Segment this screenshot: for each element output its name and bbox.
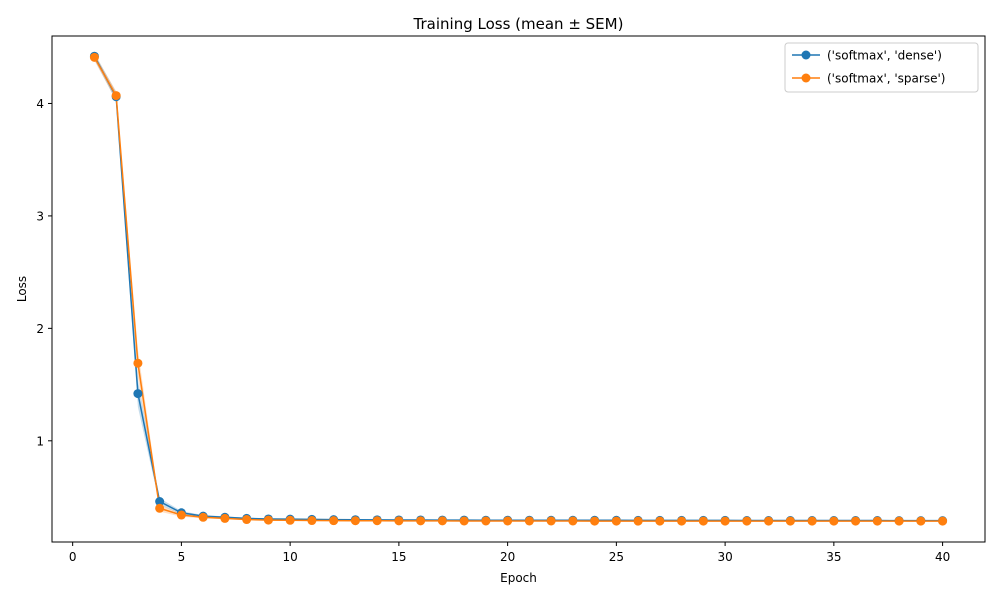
series-line-1 bbox=[93, 56, 943, 522]
x-tick-label: 5 bbox=[178, 550, 186, 564]
x-tick-label: 10 bbox=[283, 550, 298, 564]
data-point-1-37 bbox=[872, 516, 882, 526]
data-point-1-39 bbox=[916, 516, 926, 526]
data-point-1-6 bbox=[198, 512, 208, 522]
chart-title: Training Loss (mean ± SEM) bbox=[413, 15, 624, 33]
legend-marker-dense bbox=[801, 50, 811, 60]
data-point-1-16 bbox=[416, 516, 426, 526]
y-tick-label: 1 bbox=[36, 434, 44, 448]
data-point-1-20 bbox=[503, 516, 513, 526]
data-point-1-33 bbox=[785, 516, 795, 526]
data-point-1-1 bbox=[89, 52, 99, 62]
data-point-1-25 bbox=[611, 516, 621, 526]
data-point-1-3 bbox=[133, 358, 143, 368]
x-tick-label: 30 bbox=[717, 550, 732, 564]
data-point-1-17 bbox=[437, 516, 447, 526]
x-tick-label: 0 bbox=[69, 550, 77, 564]
data-point-1-29 bbox=[698, 516, 708, 526]
y-tick-label: 2 bbox=[36, 322, 44, 336]
legend-marker-sparse bbox=[801, 73, 811, 83]
plot-area bbox=[52, 36, 985, 542]
data-point-1-27 bbox=[655, 516, 665, 526]
x-tick-label: 35 bbox=[826, 550, 841, 564]
data-point-1-10 bbox=[285, 515, 295, 525]
data-point-1-13 bbox=[350, 516, 360, 526]
data-point-1-21 bbox=[524, 516, 534, 526]
legend-box bbox=[784, 42, 979, 93]
series-markers bbox=[89, 51, 948, 526]
data-point-1-15 bbox=[394, 516, 404, 526]
data-point-1-4 bbox=[155, 503, 165, 513]
data-point-1-40 bbox=[938, 516, 948, 526]
x-axis-ticks: 0 5 10 15 20 25 30 35 40 bbox=[69, 542, 950, 564]
data-point-1-24 bbox=[590, 516, 600, 526]
data-point-1-26 bbox=[633, 516, 643, 526]
data-point-1-7 bbox=[220, 513, 230, 523]
x-tick-label: 40 bbox=[935, 550, 950, 564]
legend-label-dense: ('softmax', 'dense') bbox=[827, 49, 942, 63]
x-tick-label: 25 bbox=[609, 550, 624, 564]
x-tick-label: 20 bbox=[500, 550, 515, 564]
series-lines bbox=[93, 55, 943, 522]
data-point-1-34 bbox=[807, 516, 817, 526]
plot-frame bbox=[51, 35, 986, 543]
legend-label-sparse: ('softmax', 'sparse') bbox=[827, 72, 945, 86]
data-point-1-12 bbox=[329, 516, 339, 526]
x-tick-label: 15 bbox=[391, 550, 406, 564]
data-point-1-35 bbox=[829, 516, 839, 526]
data-point-1-36 bbox=[851, 516, 861, 526]
data-point-1-5 bbox=[176, 510, 186, 520]
data-point-1-9 bbox=[263, 515, 273, 525]
data-point-1-32 bbox=[764, 516, 774, 526]
data-point-0-4 bbox=[155, 497, 165, 507]
data-point-1-23 bbox=[568, 516, 578, 526]
legend: ('softmax', 'dense') ('softmax', 'sparse… bbox=[784, 42, 979, 93]
y-axis-label: Loss bbox=[15, 276, 29, 302]
y-axis-ticks: 1 2 3 4 bbox=[36, 97, 52, 448]
data-point-1-18 bbox=[459, 516, 469, 526]
data-point-0-3 bbox=[133, 389, 143, 399]
data-point-1-2 bbox=[111, 91, 121, 101]
x-axis-label: Epoch bbox=[500, 571, 537, 585]
data-point-1-38 bbox=[894, 516, 904, 526]
y-tick-label: 4 bbox=[36, 97, 44, 111]
data-point-1-8 bbox=[242, 515, 252, 525]
data-point-1-31 bbox=[742, 516, 752, 526]
data-point-1-14 bbox=[372, 516, 382, 526]
y-tick-label: 3 bbox=[36, 209, 44, 223]
data-point-1-11 bbox=[307, 516, 317, 526]
data-point-1-28 bbox=[677, 516, 687, 526]
data-point-1-22 bbox=[546, 516, 556, 526]
data-point-1-19 bbox=[481, 516, 491, 526]
data-point-1-30 bbox=[720, 516, 730, 526]
